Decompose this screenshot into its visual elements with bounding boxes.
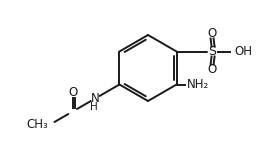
Text: S: S	[209, 45, 216, 58]
Text: O: O	[207, 27, 216, 40]
Text: OH: OH	[235, 45, 253, 58]
Text: O: O	[68, 86, 77, 99]
Text: O: O	[207, 63, 216, 76]
Text: N: N	[91, 92, 100, 105]
Text: NH₂: NH₂	[187, 78, 209, 91]
Text: H: H	[90, 102, 98, 111]
Text: CH₃: CH₃	[26, 118, 48, 131]
